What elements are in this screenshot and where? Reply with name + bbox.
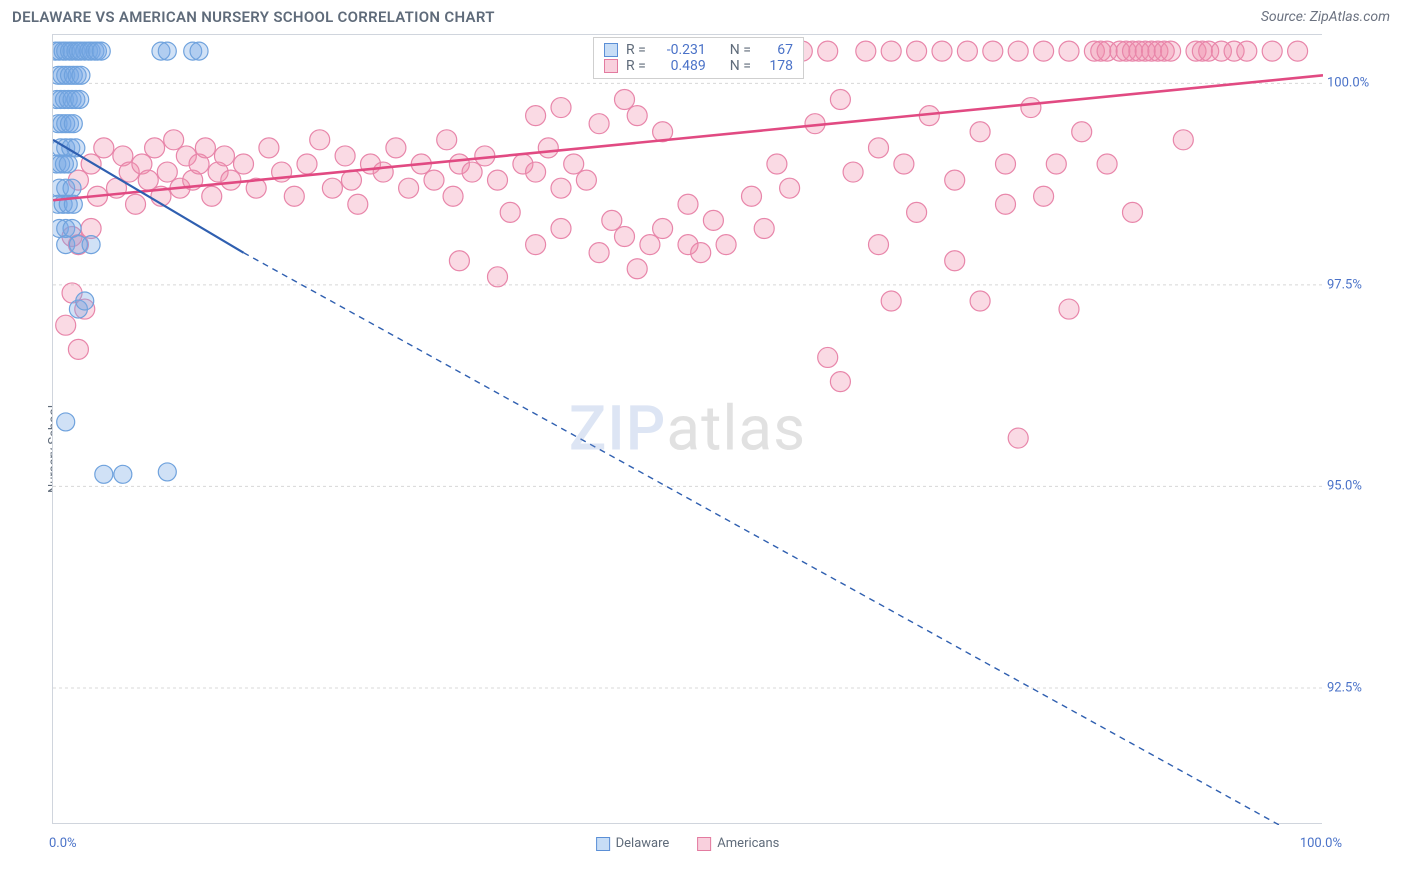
stats-legend-box: R = -0.231 N = 67 R = 0.489 N = 178	[593, 37, 804, 79]
y-tick-label: 92.5%	[1327, 680, 1382, 695]
legend-label: Delaware	[616, 836, 670, 851]
plot-region: ZIPatlas R =-0.231N =67R =0.489N =178 92…	[52, 34, 1322, 824]
x-axis-max-label: 100.0%	[1300, 836, 1342, 851]
legend-swatch	[697, 837, 711, 851]
y-tick-label: 100.0%	[1327, 76, 1382, 91]
y-tick-label: 97.5%	[1327, 277, 1382, 292]
stats-n-value: 178	[759, 58, 793, 74]
legend-item: Delaware	[596, 836, 670, 851]
chart-source: Source: ZipAtlas.com	[1261, 9, 1390, 25]
stats-n-label: N =	[730, 58, 751, 74]
scatter-svg	[53, 35, 1323, 825]
stats-row: R = 0.489 N = 178	[604, 58, 793, 74]
y-tick-label: 95.0%	[1327, 479, 1382, 494]
stats-r-value: 0.489	[654, 58, 706, 74]
x-axis-min-label: 0.0%	[49, 836, 77, 851]
legend-item: Americans	[697, 836, 779, 851]
stats-r-label: R =	[626, 58, 646, 74]
stats-r-label: R =	[626, 42, 646, 58]
legend: Delaware Americans	[596, 836, 780, 851]
stats-r-value: -0.231	[654, 42, 706, 58]
chart-area: Nursery School ZIPatlas R =-0.231N =67R …	[12, 34, 1394, 864]
stats-n-label: N =	[730, 42, 751, 58]
legend-swatch	[596, 837, 610, 851]
stats-row: R = -0.231 N = 67	[604, 42, 793, 58]
stats-n-value: 67	[759, 42, 793, 58]
chart-title: DELAWARE VS AMERICAN NURSERY SCHOOL CORR…	[12, 8, 495, 26]
legend-label: Americans	[717, 836, 779, 851]
chart-header: DELAWARE VS AMERICAN NURSERY SCHOOL CORR…	[0, 0, 1406, 34]
stats-swatch	[604, 43, 618, 57]
stats-swatch	[604, 59, 618, 73]
